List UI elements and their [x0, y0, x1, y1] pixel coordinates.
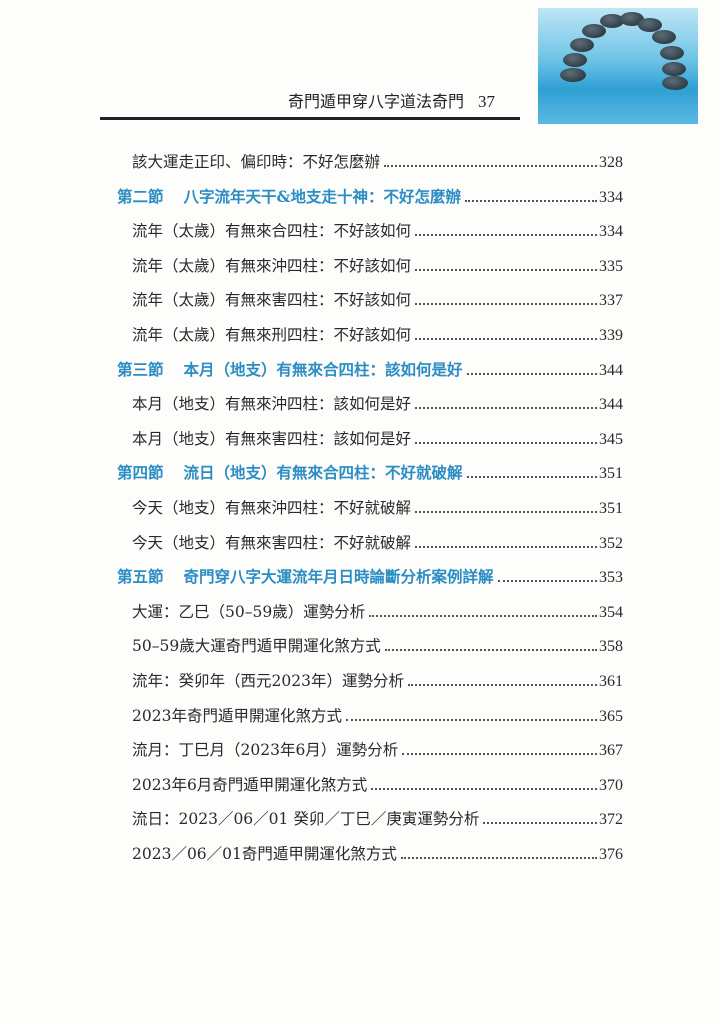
toc-section-entry: 第五節 奇門穿八字大運流年月日時論斷分析案例詳解 353: [117, 565, 623, 595]
entry-title: 八字流年天干&地支走十神：不好怎麼辦: [183, 186, 462, 206]
entry-title: 2023年奇門遁甲開運化煞方式: [132, 706, 342, 725]
entry-title: 今天（地支）有無來沖四柱：不好就破解: [132, 499, 412, 517]
entry-page: 344: [599, 396, 623, 414]
dot-leader: [345, 718, 597, 721]
dot-leader: [402, 753, 597, 756]
entry-page: 334: [599, 188, 623, 206]
entry-title: 50–59歲大運奇門遁甲開運化煞方式: [132, 637, 381, 656]
dot-leader: [466, 372, 597, 375]
entry-page: 354: [599, 603, 623, 621]
entry-page: 344: [599, 361, 623, 379]
entry-title: 該大運走正印、偏印時：不好怎麼辦: [132, 153, 381, 171]
toc-entry: 本月（地支）有無來沖四柱：該如何是好 344: [132, 392, 623, 422]
toc-entry: 流年（太歲）有無來沖四柱：不好該如何 335: [132, 254, 623, 284]
entry-page: 335: [599, 257, 623, 275]
dot-leader: [465, 199, 597, 202]
toc-section-entry: 第三節 本月（地支）有無來合四柱：該如何是好 344: [117, 358, 623, 388]
entry-title: 流年（太歲）有無來害四柱：不好該如何: [132, 291, 412, 310]
toc-entry: 流年（太歲）有無來合四柱：不好該如何 334: [132, 219, 623, 249]
toc-entry: 今天（地支）有無來害四柱：不好就破解 352: [132, 531, 623, 561]
dot-leader: [415, 338, 597, 340]
toc-entry: 2023／06／01奇門遁甲開運化煞方式 376: [132, 842, 623, 872]
book-title: 奇門遁甲穿八字道法奇門: [287, 92, 464, 111]
entry-page: 376: [599, 846, 623, 863]
entry-title: 今天（地支）有無來害四柱：不好就破解: [132, 533, 412, 552]
dot-leader: [415, 234, 597, 237]
entry-title: 流日（地支）有無來合四柱：不好就破解: [183, 463, 463, 483]
dot-leader: [369, 614, 597, 617]
entry-title: 本月（地支）有無來害四柱：該如何是好: [132, 429, 412, 448]
entry-page: 345: [599, 430, 623, 448]
entry-title: 本月（地支）有無來合四柱：該如何是好: [183, 359, 463, 379]
dot-leader: [407, 684, 597, 686]
toc-entry: 流月：丁巳月（2023年6月）運勢分析 367: [132, 738, 623, 768]
entry-page: 328: [599, 154, 623, 171]
entry-title: 流年（太歲）有無來沖四柱：不好該如何: [132, 256, 412, 275]
entry-page: 339: [599, 327, 623, 344]
toc-section-entry: 第四節 流日（地支）有無來合四柱：不好就破解 351: [117, 461, 623, 491]
toc-entry: 本月（地支）有無來害四柱：該如何是好 345: [132, 427, 623, 457]
entry-page: 337: [599, 292, 623, 310]
entry-page: 370: [599, 776, 623, 794]
page-number: 37: [478, 92, 495, 111]
dot-leader: [371, 787, 597, 790]
dot-leader: [415, 441, 597, 444]
dot-leader: [415, 407, 597, 410]
dot-leader: [415, 303, 597, 306]
toc-entry: 該大運走正印、偏印時：不好怎麼辦 328: [132, 150, 623, 180]
dot-leader: [415, 268, 597, 271]
toc-entry: 流年（太歲）有無來害四柱：不好該如何 337: [132, 288, 623, 318]
entry-title: 本月（地支）有無來沖四柱：該如何是好: [132, 395, 412, 414]
toc-entry: 50–59歲大運奇門遁甲開運化煞方式 358: [132, 634, 623, 664]
running-header: 奇門遁甲穿八字道法奇門 37: [288, 88, 495, 112]
toc-entry: 2023年6月奇門遁甲開運化煞方式 370: [132, 773, 623, 803]
entry-title: 大運：乙巳（50–59歲）運勢分析: [132, 602, 366, 621]
dot-leader: [384, 165, 597, 167]
entry-page: 361: [599, 673, 623, 690]
header-rule: [100, 117, 520, 120]
section-number: 第三節: [117, 359, 164, 379]
entry-title: 奇門穿八字大運流年月日時論斷分析案例詳解: [183, 567, 494, 587]
entry-title: 2023年6月奇門遁甲開運化煞方式: [132, 775, 368, 794]
entry-page: 367: [599, 742, 623, 760]
section-number: 第四節: [117, 463, 164, 483]
entry-title: 流年（太歲）有無來刑四柱：不好該如何: [132, 326, 412, 344]
dot-leader: [483, 822, 597, 825]
dot-leader: [415, 545, 597, 548]
entry-title: 流月：丁巳月（2023年6月）運勢分析: [132, 741, 399, 760]
toc-entry: 流年（太歲）有無來刑四柱：不好該如何 339: [132, 323, 623, 353]
entry-page: 351: [599, 500, 623, 517]
toc-entry: 大運：乙巳（50–59歲）運勢分析 354: [132, 600, 623, 630]
dot-leader: [415, 511, 597, 513]
entry-page: 334: [599, 223, 623, 241]
section-number: 第五節: [117, 567, 164, 587]
toc-entry: 流日：2023／06／01 癸卯／丁巳／庚寅運勢分析 372: [132, 807, 623, 837]
entry-page: 365: [599, 707, 623, 725]
toc-entry: 2023年奇門遁甲開運化煞方式 365: [132, 704, 623, 734]
section-number: 第二節: [117, 186, 164, 206]
entry-page: 351: [599, 465, 623, 483]
dot-leader: [497, 580, 597, 583]
stone-arch-photo: [538, 8, 698, 124]
toc-entry: 今天（地支）有無來沖四柱：不好就破解 351: [132, 496, 623, 526]
entry-page: 353: [599, 569, 623, 587]
dot-leader: [384, 649, 597, 652]
toc-section-entry: 第二節 八字流年天干&地支走十神：不好怎麼辦 334: [117, 185, 623, 215]
dot-leader: [400, 857, 597, 859]
entry-page: 352: [599, 534, 623, 552]
entry-page: 358: [599, 638, 623, 656]
dot-leader: [466, 476, 597, 479]
entry-title: 流年（太歲）有無來合四柱：不好該如何: [132, 222, 412, 241]
entry-title: 流日：2023／06／01 癸卯／丁巳／庚寅運勢分析: [132, 810, 480, 829]
entry-title: 2023／06／01奇門遁甲開運化煞方式: [132, 845, 397, 863]
toc-entry: 流年：癸卯年（西元2023年）運勢分析 361: [132, 669, 623, 699]
entry-title: 流年：癸卯年（西元2023年）運勢分析: [132, 672, 404, 690]
entry-page: 372: [599, 811, 623, 829]
